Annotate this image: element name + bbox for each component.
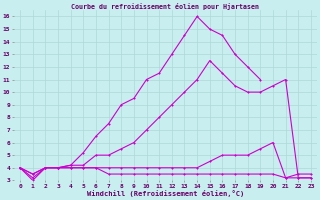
Title: Courbe du refroidissement éolien pour Hjartasen: Courbe du refroidissement éolien pour Hj… — [71, 3, 260, 10]
X-axis label: Windchill (Refroidissement éolien,°C): Windchill (Refroidissement éolien,°C) — [87, 190, 244, 197]
